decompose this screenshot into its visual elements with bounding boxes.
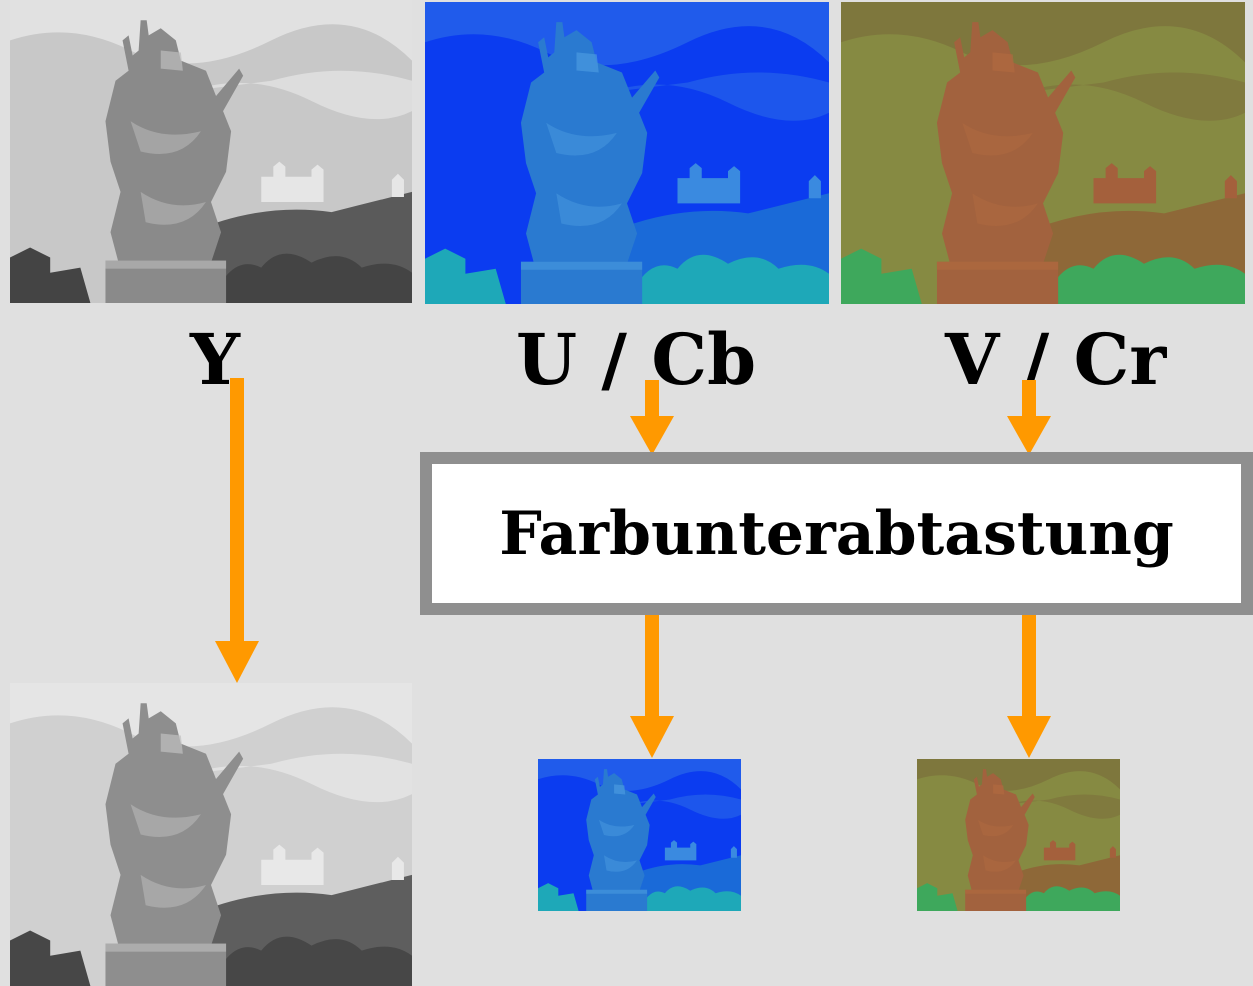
cr-channel-label: V / Cr — [945, 318, 1167, 401]
cr-arrow-out — [1007, 608, 1051, 758]
y-channel-image — [10, 0, 412, 303]
y-output-image — [10, 683, 412, 986]
cr-channel-image — [841, 2, 1245, 304]
cb-arrow-in — [630, 380, 674, 455]
cr-arrow-in — [1007, 380, 1051, 455]
cb-channel-image — [425, 2, 829, 304]
y-arrow — [215, 378, 259, 683]
chroma-subsampling-box: Farbunterabtastung — [420, 452, 1253, 615]
cb-arrow-out — [630, 608, 674, 758]
chroma-subsampling-box-inner: Farbunterabtastung — [432, 464, 1241, 603]
chroma-subsampling-label: Farbunterabtastung — [499, 498, 1174, 569]
cr-subsampled-image — [917, 759, 1120, 911]
cb-subsampled-image — [538, 759, 741, 911]
cb-channel-label: U / Cb — [516, 318, 757, 401]
